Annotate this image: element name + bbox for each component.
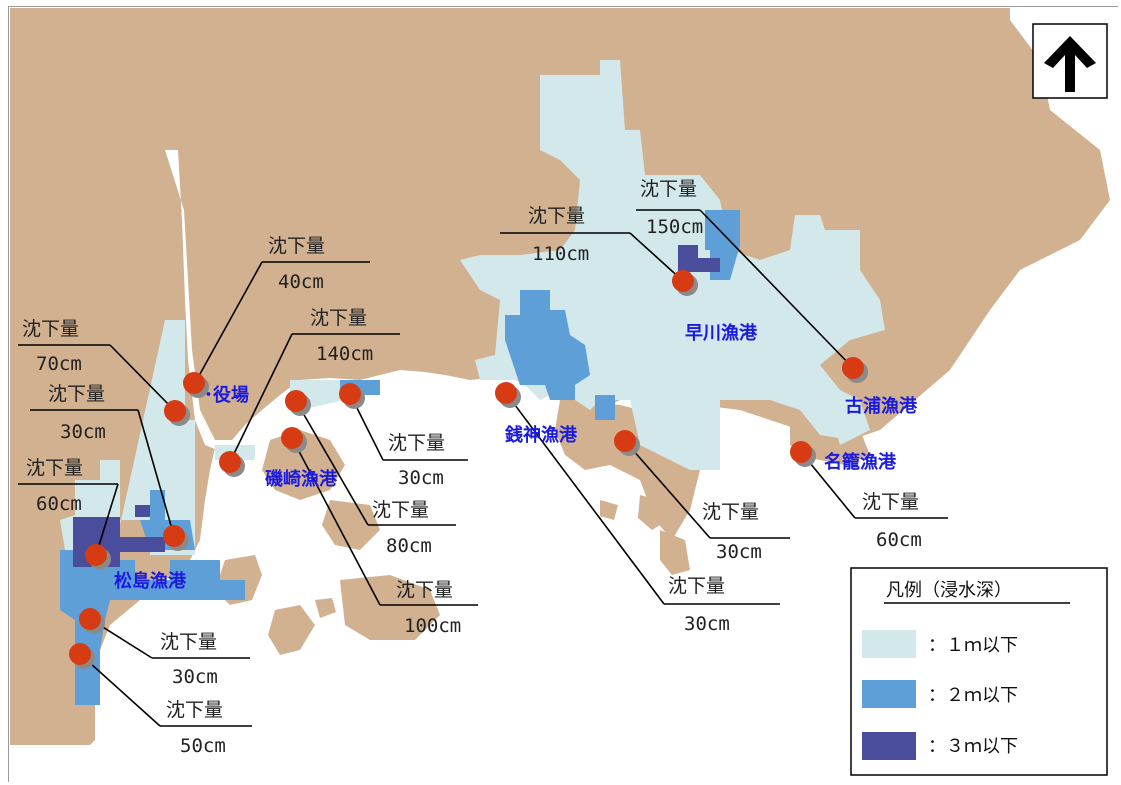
legend-item-2m: ：２ｍ以下 xyxy=(928,685,1018,706)
callout-label: 沈下量 xyxy=(702,501,759,523)
legend-item-3m: ：３ｍ以下 xyxy=(928,736,1018,757)
town-office-label: ･役場 xyxy=(204,384,249,406)
port-label-matsushima: 松島漁港 xyxy=(114,570,187,592)
callout-value: 60cm xyxy=(36,493,82,515)
legend-swatch-3m xyxy=(862,732,916,760)
port-label-zenigami: 銭神漁港 xyxy=(504,424,578,446)
marker-100cm xyxy=(281,427,307,453)
port-label-hayakawa: 早川漁港 xyxy=(685,322,758,344)
marker-30cm-e xyxy=(614,430,640,456)
marker-30cm-d xyxy=(495,382,521,408)
callout-label: 沈下量 xyxy=(372,499,429,521)
callout-value: 30cm xyxy=(398,467,444,489)
leader-100cm xyxy=(291,437,381,606)
island-5 xyxy=(638,495,668,530)
callout-label: 沈下量 xyxy=(528,205,585,227)
zone-1m-west-pocket xyxy=(75,480,100,525)
callout-texts: 沈下量 40cm 沈下量 70cm 沈下量 30cm 沈下量 60cm 沈下量 … xyxy=(22,178,922,757)
zone-2m-zenigami xyxy=(505,290,590,400)
marker-30cm-b xyxy=(339,383,365,409)
port-labels: ･役場 松島漁港 磯崎漁港 銭神漁港 早川漁港 古浦漁港 名籠漁港 xyxy=(114,322,918,592)
callout-label: 沈下量 xyxy=(22,318,79,340)
inundation-2m xyxy=(60,210,740,705)
marker-60cm-b xyxy=(790,441,816,467)
leader-50cm xyxy=(79,653,161,727)
callout-value: 140cm xyxy=(316,343,373,365)
port-label-nago: 名籠漁港 xyxy=(824,451,897,473)
leader-40cm xyxy=(194,261,263,384)
callout-value: 30cm xyxy=(716,541,762,563)
port-label-isozaki: 磯崎漁港 xyxy=(265,468,338,490)
island-3 xyxy=(268,605,315,655)
callout-value: 70cm xyxy=(36,353,82,375)
marker-30cm-a xyxy=(163,525,189,551)
callout-label: 沈下量 xyxy=(668,575,725,597)
callout-value: 150cm xyxy=(646,216,703,238)
island-2 xyxy=(340,575,440,640)
marker-110cm xyxy=(672,270,698,296)
legend-swatch-2m xyxy=(862,680,916,708)
zone-3m-hayakawa xyxy=(678,245,720,272)
leader-70cm xyxy=(109,344,176,412)
marker-30cm-c xyxy=(79,608,105,634)
leader-150cm xyxy=(699,209,854,369)
callout-value: 100cm xyxy=(404,615,461,637)
leader-60cm-a xyxy=(95,483,119,556)
marker-60cm-a xyxy=(85,544,111,570)
marker-50cm xyxy=(69,643,95,669)
zone-1m-nago-strip xyxy=(760,380,790,400)
callout-label: 沈下量 xyxy=(268,235,325,257)
callout-value: 40cm xyxy=(278,271,324,293)
legend-item-1m: ：１ｍ以下 xyxy=(928,635,1018,656)
legend-swatch-1m xyxy=(862,630,916,658)
marker-140cm xyxy=(219,451,245,477)
callout-label: 沈下量 xyxy=(26,457,83,479)
island-6 xyxy=(660,530,690,575)
callout-label: 沈下量 xyxy=(310,307,367,329)
callout-value: 30cm xyxy=(172,666,218,688)
callout-value: 80cm xyxy=(386,535,432,557)
callout-label: 沈下量 xyxy=(862,491,919,513)
leader-30cm-e xyxy=(624,440,711,539)
leader-110cm xyxy=(629,232,684,282)
callout-value: 50cm xyxy=(180,735,226,757)
zone-1m-east-bay xyxy=(830,400,870,445)
north-arrow-icon xyxy=(1032,23,1108,99)
marker-80cm xyxy=(285,390,311,416)
callout-label: 沈下量 xyxy=(160,631,217,653)
callout-label: 沈下量 xyxy=(166,699,223,721)
zone-2m-matsushima xyxy=(60,550,245,705)
marker-40cm xyxy=(183,372,209,398)
zone-2m-zenigami-east xyxy=(595,395,615,420)
land-isozaki xyxy=(262,430,345,500)
zone-3m-matsushima-small xyxy=(135,505,150,517)
legend: 凡例（浸水深） ：１ｍ以下 ：２ｍ以下 ：３ｍ以下 xyxy=(850,567,1108,776)
callout-value: 30cm xyxy=(60,421,106,443)
island-4 xyxy=(315,598,336,618)
callout-label: 沈下量 xyxy=(396,579,453,601)
callout-value: 60cm xyxy=(876,529,922,551)
leader-140cm xyxy=(229,333,293,463)
island-1 xyxy=(322,500,380,550)
leader-30cm-d xyxy=(505,392,665,605)
callout-value: 30cm xyxy=(684,613,730,635)
leader-80cm xyxy=(295,400,369,526)
map-frame xyxy=(8,6,1118,782)
callout-label: 沈下量 xyxy=(388,432,445,454)
marker-150cm xyxy=(842,357,868,383)
port-label-furuura: 古浦漁港 xyxy=(845,395,918,417)
island-7 xyxy=(600,500,618,520)
leader-30cm-a xyxy=(137,409,175,537)
callout-label: 沈下量 xyxy=(640,178,697,200)
callout-value: 110cm xyxy=(532,243,589,265)
callout-label: 沈下量 xyxy=(48,383,105,405)
legend-title: 凡例（浸水深） xyxy=(886,580,1012,601)
subsidence-markers xyxy=(69,270,868,669)
marker-70cm xyxy=(164,400,190,426)
